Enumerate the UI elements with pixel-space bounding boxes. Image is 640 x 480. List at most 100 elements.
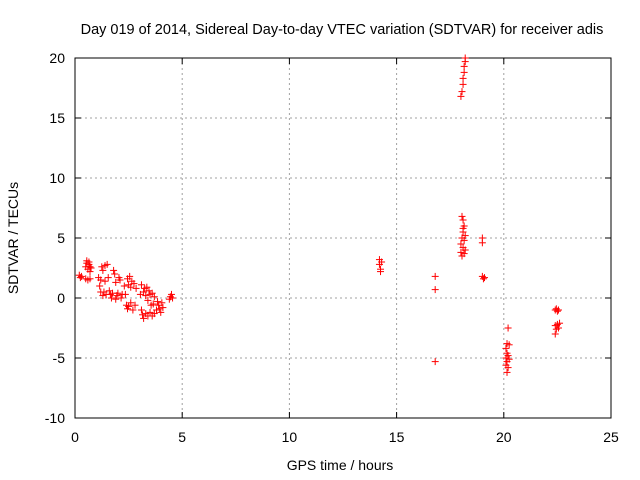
data-point: [107, 294, 115, 302]
data-point: [154, 298, 162, 306]
data-point: [504, 352, 512, 360]
data-point: [77, 272, 85, 280]
data-point: [117, 294, 125, 302]
data-point: [551, 330, 559, 338]
data-point: [140, 314, 148, 322]
data-point: [457, 240, 465, 248]
data-point: [146, 308, 154, 316]
grid-lines: [75, 58, 611, 418]
data-point: [143, 283, 151, 291]
data-point: [131, 301, 139, 309]
data-point: [553, 307, 561, 315]
data-point: [457, 248, 465, 256]
data-point: [129, 306, 137, 314]
data-point: [139, 311, 147, 319]
data-point: [87, 264, 95, 272]
data-point: [120, 282, 128, 290]
data-point: [458, 212, 466, 220]
data-point: [144, 296, 152, 304]
data-point: [127, 283, 135, 291]
data-point: [458, 88, 466, 96]
x-tick-label: 15: [389, 429, 405, 445]
data-point: [431, 286, 439, 294]
data-point: [461, 246, 469, 254]
data-point: [460, 236, 468, 244]
data-point: [116, 276, 124, 284]
data-points: [75, 54, 564, 376]
data-point: [554, 306, 562, 314]
data-point: [378, 258, 386, 266]
data-point: [101, 277, 109, 285]
x-tick-label: 10: [282, 429, 298, 445]
data-point: [149, 300, 157, 308]
data-point: [158, 299, 166, 307]
data-point: [481, 274, 489, 282]
data-point: [140, 288, 148, 296]
data-point: [99, 266, 107, 274]
data-point: [461, 54, 469, 62]
data-point: [150, 293, 158, 301]
x-axis-label: GPS time / hours: [287, 457, 394, 473]
data-point: [132, 284, 140, 292]
data-point: [98, 263, 106, 271]
data-point: [126, 272, 134, 280]
data-point: [505, 355, 513, 363]
data-point: [110, 266, 118, 274]
data-point: [457, 92, 465, 100]
data-point: [504, 324, 512, 332]
y-tick-label: -5: [53, 350, 66, 366]
y-tick-label: 0: [57, 290, 65, 306]
data-point: [121, 290, 129, 298]
data-point: [104, 274, 112, 282]
data-point: [157, 308, 165, 316]
y-tick-label: 5: [57, 230, 65, 246]
data-point: [86, 275, 94, 283]
data-point: [459, 74, 467, 82]
data-point: [478, 239, 486, 247]
data-point: [505, 341, 513, 349]
data-point: [137, 281, 145, 289]
data-point: [431, 358, 439, 366]
x-tick-label: 5: [178, 429, 186, 445]
data-point: [554, 324, 562, 332]
x-tick-label: 20: [496, 429, 512, 445]
data-point: [460, 68, 468, 76]
data-point: [76, 274, 84, 282]
data-point: [148, 289, 156, 297]
data-point: [459, 224, 467, 232]
data-point: [86, 263, 94, 271]
data-point: [167, 290, 175, 298]
data-point: [169, 294, 177, 302]
data-point: [460, 62, 468, 70]
data-point: [111, 270, 119, 278]
data-point: [459, 216, 467, 224]
y-axis-label: SDTVAR / TECUs: [5, 182, 21, 294]
y-tick-label: -10: [45, 410, 65, 426]
data-point: [159, 304, 167, 312]
data-point: [152, 306, 160, 314]
axes: 0 5 10 15 20 25 -10 -5 0 5 10 15 20: [45, 50, 619, 445]
data-point: [97, 276, 105, 284]
data-point: [96, 282, 104, 290]
data-point: [460, 250, 468, 258]
data-point: [377, 268, 385, 276]
data-point: [99, 292, 107, 300]
y-tick-label: 15: [49, 110, 65, 126]
data-point: [125, 302, 133, 310]
data-point: [459, 80, 467, 88]
data-point: [503, 368, 511, 376]
data-point: [103, 260, 111, 268]
data-point: [112, 278, 120, 286]
data-point: [114, 289, 122, 297]
data-point: [156, 305, 164, 313]
data-point: [137, 306, 145, 314]
data-point: [461, 232, 469, 240]
data-point: [142, 292, 150, 300]
data-point: [150, 310, 158, 318]
data-point: [127, 299, 135, 307]
x-tick-label: 0: [71, 429, 79, 445]
data-point: [130, 280, 138, 288]
data-point: [556, 319, 564, 327]
data-point: [479, 275, 487, 283]
